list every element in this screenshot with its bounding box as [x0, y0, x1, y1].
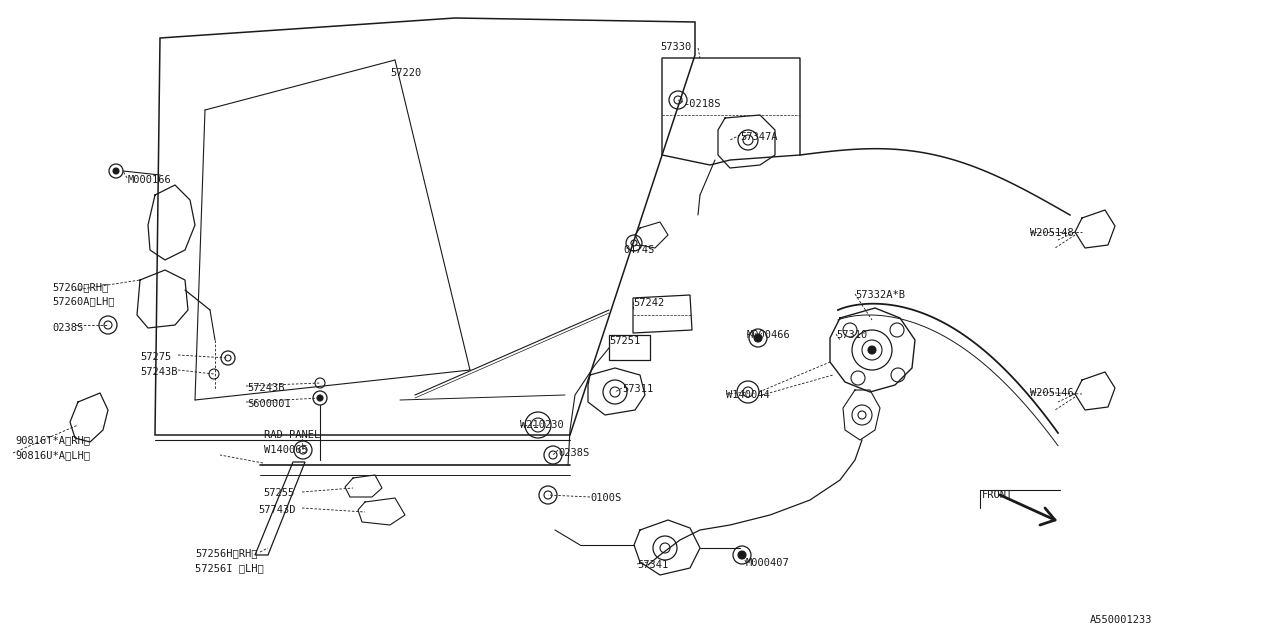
Circle shape — [113, 168, 119, 174]
Circle shape — [754, 334, 762, 342]
Text: 57347A: 57347A — [740, 132, 777, 142]
Text: 0474S: 0474S — [623, 245, 654, 255]
Text: 57220: 57220 — [390, 68, 421, 78]
Text: M000466: M000466 — [748, 330, 791, 340]
Text: 57256H〈RH〉: 57256H〈RH〉 — [195, 548, 257, 558]
Text: 90816T*A〈RH〉: 90816T*A〈RH〉 — [15, 435, 90, 445]
Text: 57332A*B: 57332A*B — [855, 290, 905, 300]
Text: W140044: W140044 — [726, 390, 769, 400]
Text: 57256I 〈LH〉: 57256I 〈LH〉 — [195, 563, 264, 573]
Text: W205146: W205146 — [1030, 388, 1074, 398]
Text: 57275: 57275 — [140, 352, 172, 362]
Text: M000166: M000166 — [128, 175, 172, 185]
Circle shape — [868, 346, 876, 354]
Text: 57330: 57330 — [660, 42, 691, 52]
Text: -0218S: -0218S — [684, 99, 721, 109]
Text: 0238S: 0238S — [558, 448, 589, 458]
Text: W210230: W210230 — [520, 420, 563, 430]
Text: 0238S: 0238S — [52, 323, 83, 333]
Circle shape — [739, 551, 746, 559]
Text: M000407: M000407 — [746, 558, 790, 568]
Text: 57243B: 57243B — [247, 383, 284, 393]
Text: 57243B: 57243B — [140, 367, 178, 377]
Text: 90816U*A〈LH〉: 90816U*A〈LH〉 — [15, 450, 90, 460]
Text: 57260A〈LH〉: 57260A〈LH〉 — [52, 296, 114, 306]
Text: 57310: 57310 — [836, 330, 868, 340]
Text: 57743D: 57743D — [259, 505, 296, 515]
Circle shape — [317, 395, 323, 401]
Text: 57242: 57242 — [634, 298, 664, 308]
Text: W205148: W205148 — [1030, 228, 1074, 238]
Text: 57255: 57255 — [262, 488, 294, 498]
Text: FRONT: FRONT — [982, 490, 1014, 500]
Text: 57341: 57341 — [637, 560, 668, 570]
Text: S600001: S600001 — [247, 399, 291, 409]
Text: RAD PANEL: RAD PANEL — [264, 430, 320, 440]
Text: 0100S: 0100S — [590, 493, 621, 503]
Text: A550001233: A550001233 — [1091, 615, 1152, 625]
Text: 57260〈RH〉: 57260〈RH〉 — [52, 282, 109, 292]
Text: 57311: 57311 — [622, 384, 653, 394]
Text: W140065: W140065 — [264, 445, 307, 455]
Text: 57251: 57251 — [609, 336, 640, 346]
